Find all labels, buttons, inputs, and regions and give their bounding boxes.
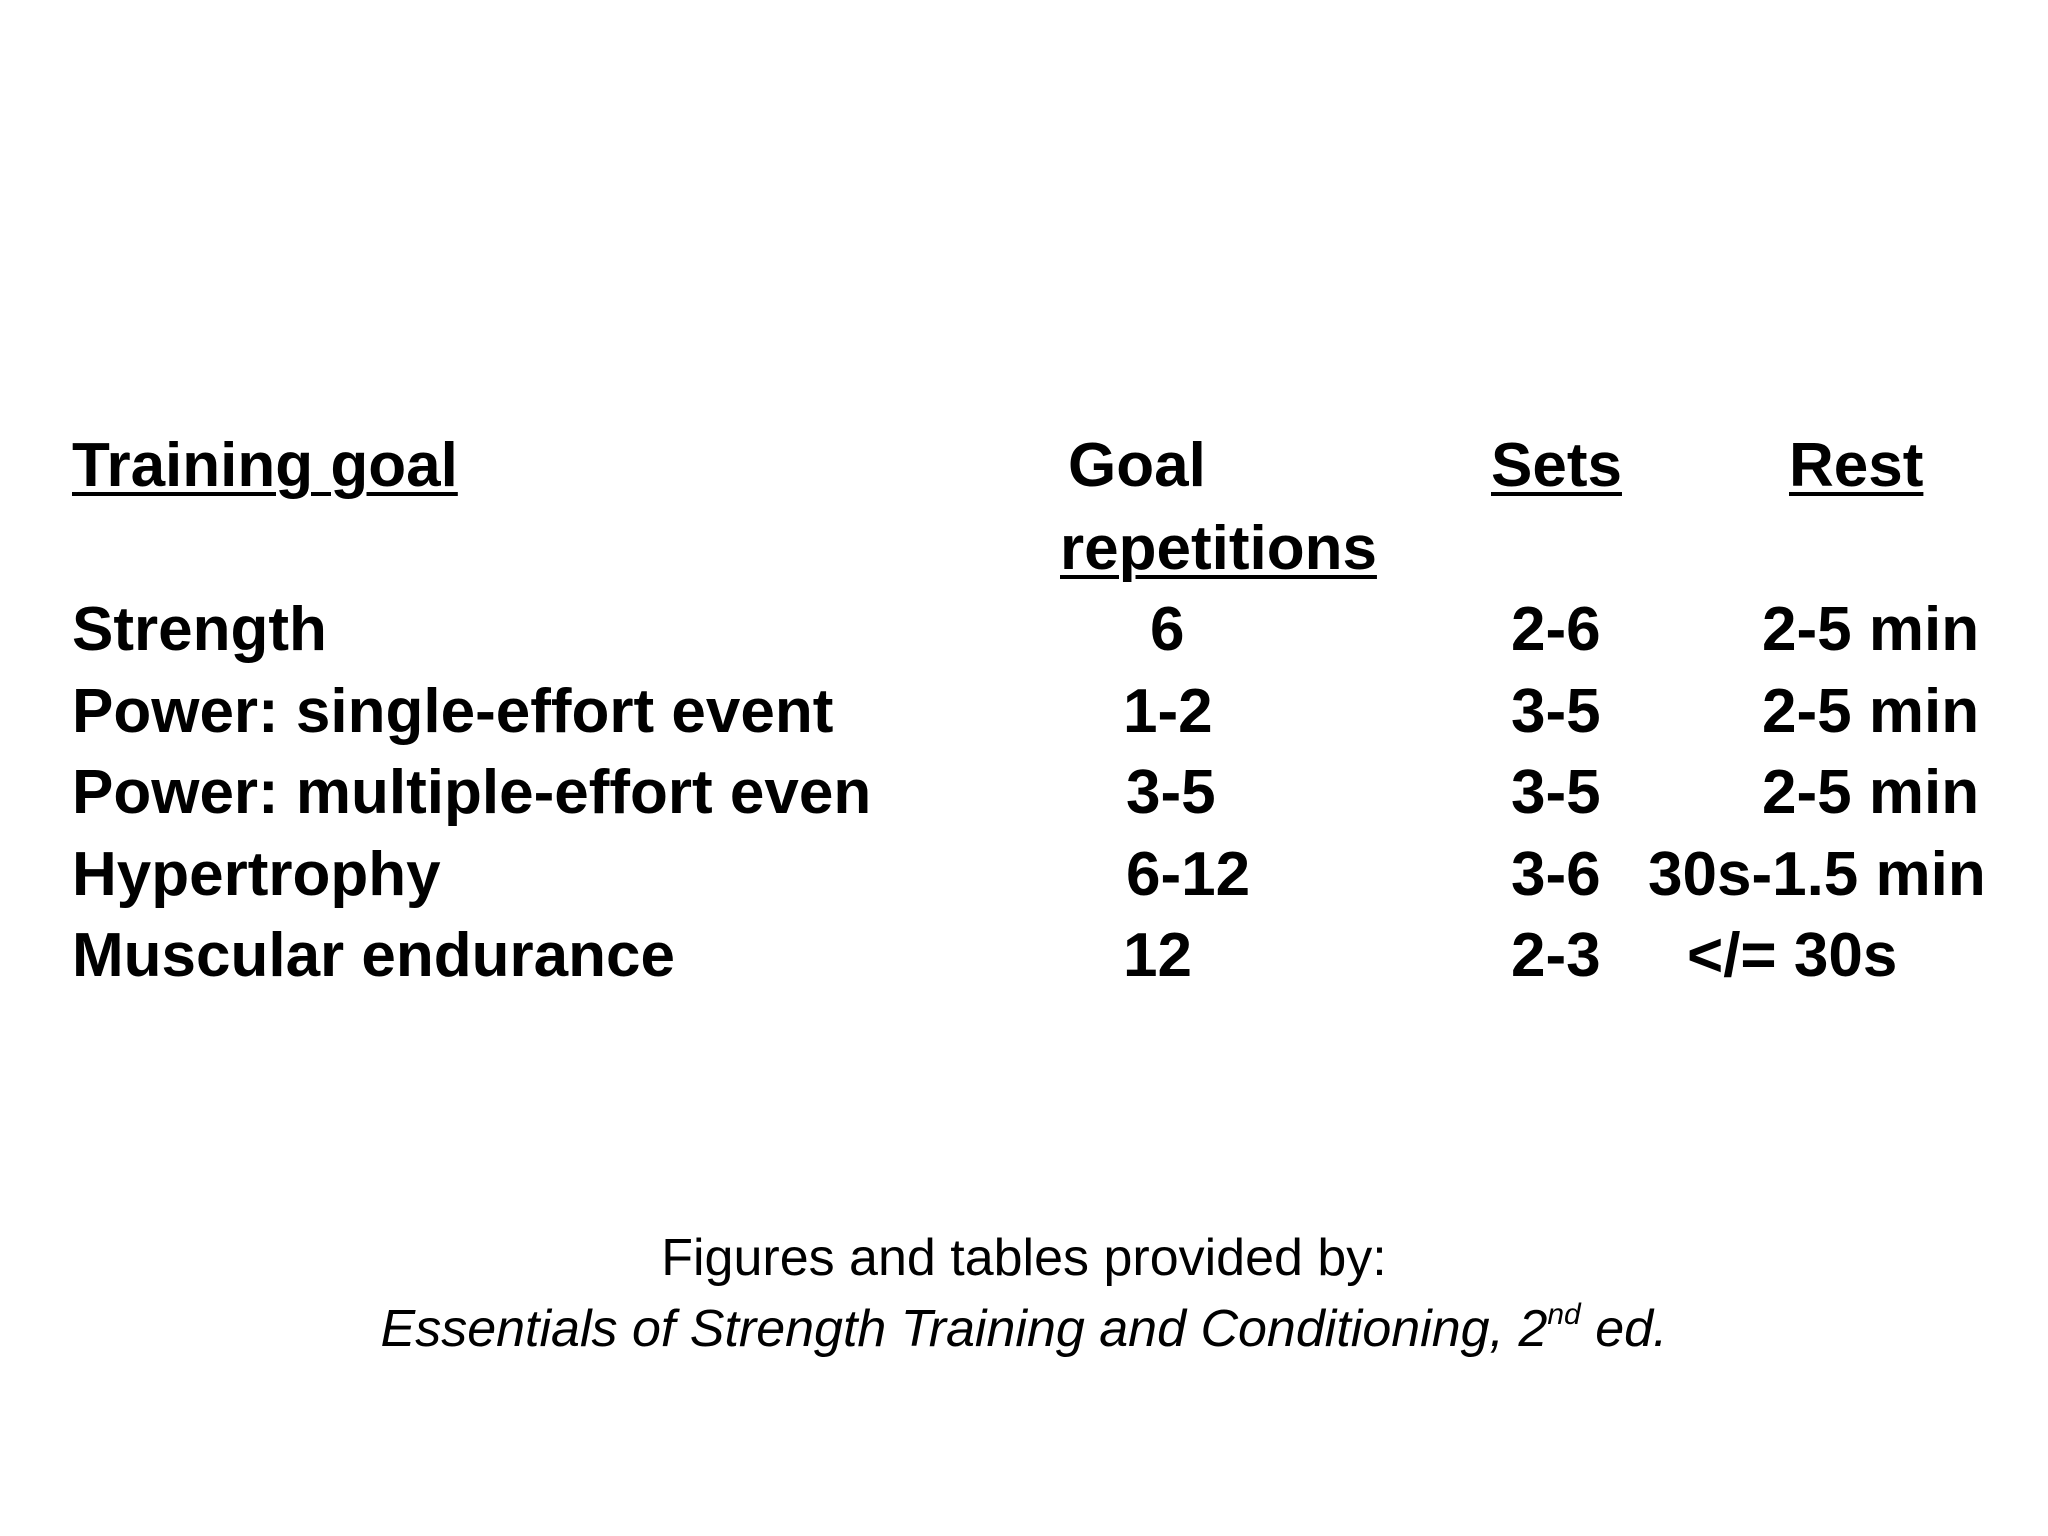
cell-training-goal: Power: single-effort event (72, 677, 834, 746)
cell-training-goal: Power: multiple-effort even (72, 758, 872, 827)
cell-sets: 3-5 (1511, 677, 1601, 746)
cell-training-goal: Strength (72, 595, 327, 664)
cell-goal-repetitions: 6 (1150, 595, 1185, 664)
source-title: Essentials of Strength Training and Cond… (380, 1300, 1548, 1358)
cell-rest: 2-5 min (1762, 758, 1980, 827)
cell-goal-repetitions: 1-2 (1123, 677, 1213, 746)
cell-rest: 30s-1.5 min (1648, 840, 1986, 909)
cell-rest: 2-5 min (1762, 677, 1980, 746)
header-sets: Sets (1491, 431, 1622, 500)
cell-goal-repetitions: 3-5 (1126, 758, 1216, 827)
cell-goal-repetitions: 6-12 (1126, 840, 1251, 909)
header-goal-repetitions: repetitions (1060, 514, 1377, 583)
source-line: Essentials of Strength Training and Cond… (0, 1298, 2048, 1358)
header-rest: Rest (1789, 431, 1924, 500)
source-suffix: ed. (1580, 1300, 1668, 1358)
cell-sets: 3-6 (1511, 840, 1601, 909)
header-goal-repetitions: Goal (1068, 431, 1206, 500)
cell-sets: 2-3 (1511, 921, 1601, 990)
cell-training-goal: Hypertrophy (72, 840, 441, 909)
cell-sets: 3-5 (1511, 758, 1601, 827)
cell-training-goal: Muscular endurance (72, 921, 675, 990)
cell-rest: 2-5 min (1762, 595, 1980, 664)
credit-line: Figures and tables provided by: (661, 1229, 1387, 1287)
cell-sets: 2-6 (1511, 595, 1601, 664)
cell-goal-repetitions: 12 (1123, 921, 1192, 990)
header-training-goal: Training goal (72, 431, 458, 500)
cell-rest: </= 30s (1687, 921, 1898, 990)
source-superscript: nd (1547, 1298, 1581, 1331)
